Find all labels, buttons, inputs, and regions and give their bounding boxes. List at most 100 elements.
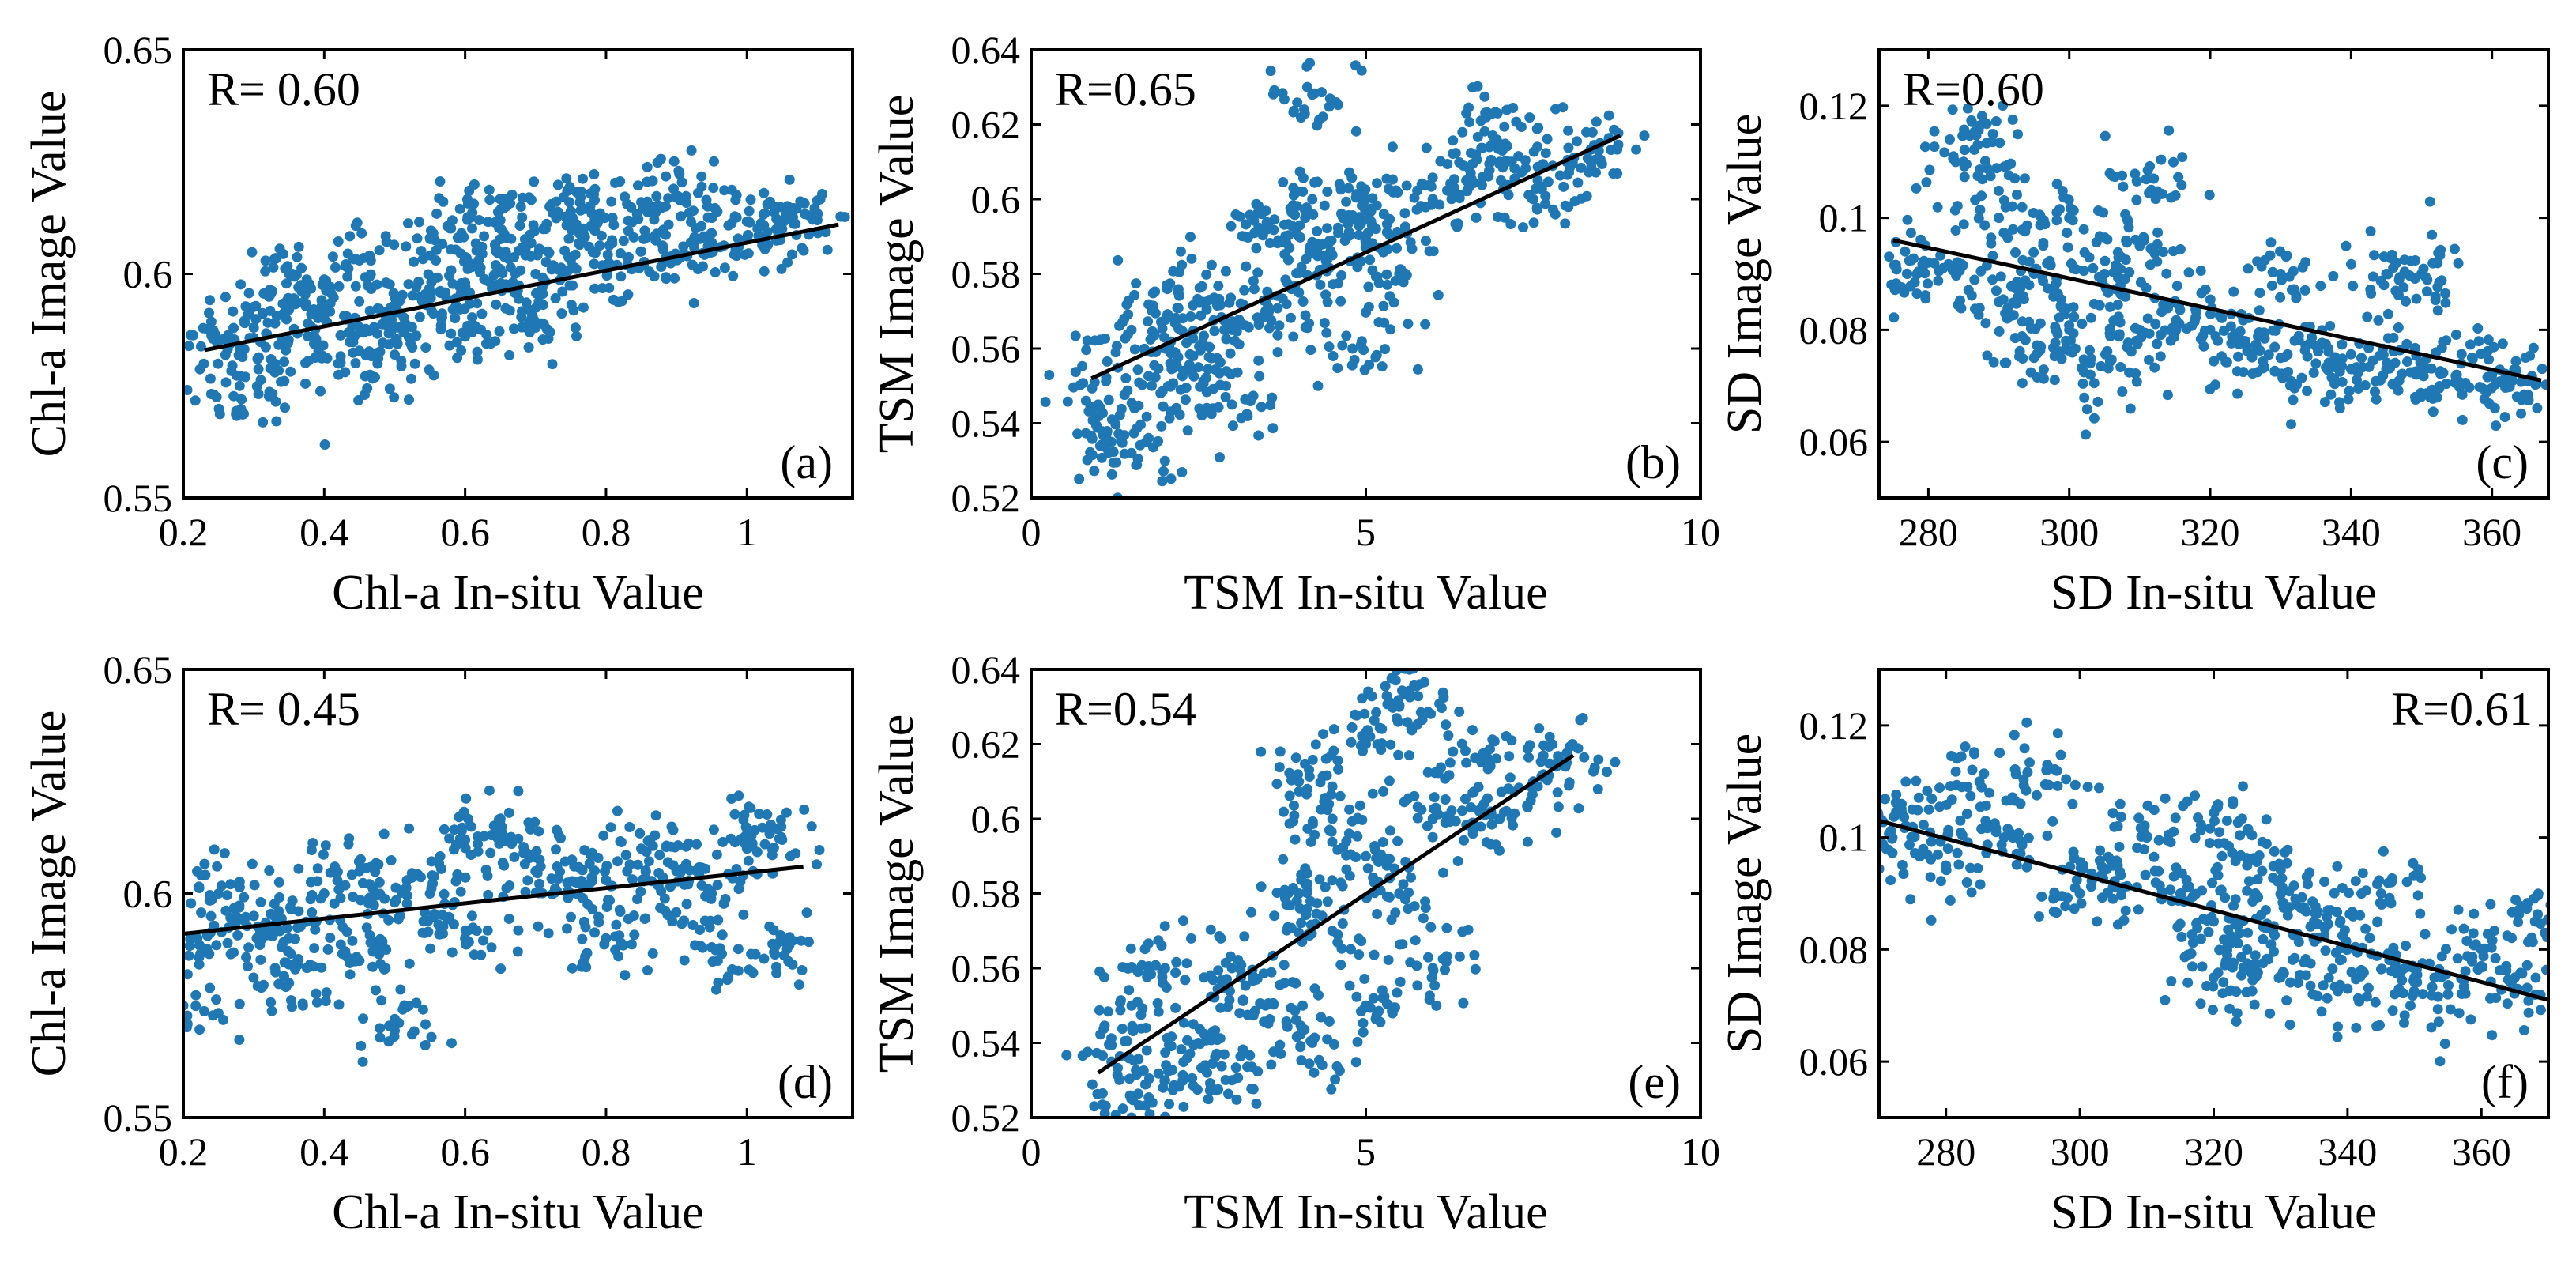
scatter-point: [1393, 695, 1404, 706]
x-tick-label: 0.4: [299, 1129, 349, 1174]
scatter-point: [2221, 356, 2232, 368]
scatter-point: [1330, 1074, 1341, 1085]
scatter-point: [1509, 163, 1520, 174]
scatter-point: [485, 338, 496, 349]
scatter-point: [688, 298, 699, 308]
scatter-point: [1412, 980, 1423, 991]
scatter-point: [1128, 1055, 1139, 1066]
scatter-point: [1312, 120, 1323, 131]
scatter-point: [1201, 269, 1212, 280]
scatter-point: [2468, 928, 2479, 939]
scatter-point: [426, 856, 437, 867]
scatter-point: [723, 220, 734, 231]
scatter-point: [1998, 294, 2009, 305]
scatter-point: [2162, 390, 2173, 401]
scatter-point: [1866, 261, 1877, 271]
scatter-point: [2323, 343, 2334, 354]
scatter-point: [2205, 823, 2216, 834]
y-tick-label: 0.54: [951, 1021, 1021, 1065]
scatter-point: [1987, 129, 1998, 139]
scatter-point: [2516, 376, 2527, 387]
y-axis-label: TSM Image Value: [870, 95, 924, 453]
scatter-point: [1437, 687, 1448, 698]
scatter-point: [165, 347, 175, 357]
scatter-point: [2231, 1016, 2242, 1027]
scatter-point: [2095, 845, 2106, 856]
scatter-point: [1431, 1000, 1442, 1011]
scatter-point: [577, 865, 588, 876]
scatter-point: [205, 910, 217, 922]
scatter-point: [1403, 887, 1414, 898]
scatter-point: [1157, 476, 1168, 487]
scatter-point: [582, 899, 593, 910]
scatter-point: [390, 349, 400, 360]
scatter-point: [494, 326, 505, 337]
scatter-point: [741, 216, 752, 227]
y-axis-label: TSM Image Value: [870, 714, 924, 1073]
scatter-point: [2223, 924, 2234, 935]
scatter-point: [2228, 286, 2239, 297]
scatter-point: [185, 330, 196, 341]
scatter-point: [1248, 284, 1260, 295]
scatter-point: [696, 171, 707, 182]
scatter-point: [2410, 255, 2421, 266]
scatter-point: [2132, 843, 2143, 854]
scatter-point: [1132, 423, 1143, 434]
scatter-point: [1313, 990, 1324, 1001]
scatter-point: [1909, 831, 1920, 843]
scatter-point: [1393, 749, 1404, 760]
scatter-point: [2104, 301, 2115, 312]
scatter-point: [253, 364, 264, 375]
scatter-point: [687, 205, 699, 217]
x-tick-label: 0.2: [159, 1129, 209, 1174]
scatter-point: [264, 865, 275, 876]
scatter-point: [2032, 340, 2043, 351]
scatter-point: [466, 910, 477, 922]
scatter-point: [340, 367, 351, 378]
scatter-point: [2293, 937, 2304, 948]
scatter-point: [589, 865, 600, 877]
scatter-point: [426, 1031, 437, 1042]
scatter-point: [190, 1001, 201, 1012]
scatter-point: [1264, 238, 1275, 248]
scatter-point: [293, 241, 304, 252]
scatter-point: [248, 910, 259, 922]
scatter-point: [2405, 270, 2415, 281]
scatter-point: [2504, 382, 2515, 392]
scatter-point: [525, 824, 536, 835]
scatter-point: [1365, 205, 1377, 217]
scatter-point: [551, 844, 561, 855]
scatter-point: [650, 830, 661, 841]
scatter-point: [255, 375, 266, 386]
scatter-point: [2460, 966, 2471, 977]
scatter-point: [2023, 832, 2034, 843]
scatter-point: [649, 271, 660, 282]
scatter-point: [1252, 267, 1264, 278]
scatter-point: [1272, 347, 1283, 358]
regression-line: [204, 222, 839, 353]
scatter-points: [1061, 669, 1621, 1118]
scatter-point: [1125, 943, 1136, 954]
scatter-point: [1418, 913, 1429, 924]
scatter-point: [1942, 843, 1953, 854]
scatter-point: [1347, 343, 1358, 354]
scatter-point: [2126, 346, 2137, 357]
scatter-point: [710, 267, 721, 277]
scatter-point: [2213, 801, 2224, 812]
scatter-point: [266, 997, 277, 1008]
scatter-point: [354, 296, 365, 307]
scatter-point: [1454, 193, 1465, 204]
scatter-point: [447, 215, 458, 226]
scatter-point: [620, 970, 631, 981]
scatter-point: [1508, 103, 1519, 113]
scatter-point: [2518, 1025, 2529, 1035]
scatter-point: [2269, 846, 2280, 857]
scatter-point: [1945, 895, 1956, 906]
x-tick-label: 1: [737, 510, 757, 554]
scatter-point: [675, 867, 686, 877]
scatter-point: [639, 225, 650, 236]
scatter-point: [2282, 910, 2293, 921]
scatter-point: [1976, 111, 1987, 122]
scatter-point: [2246, 967, 2257, 978]
